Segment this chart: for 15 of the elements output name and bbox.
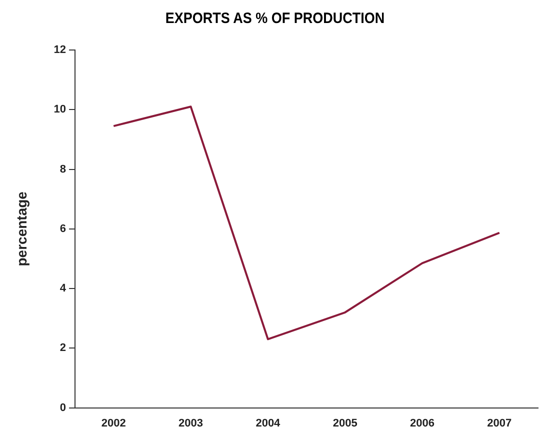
y-tick-label: 8 [60, 163, 66, 176]
y-tick-label: 10 [54, 104, 66, 116]
x-tick-label: 2004 [256, 417, 282, 430]
y-tick-label: 6 [60, 222, 66, 235]
y-tick-label: 12 [54, 44, 66, 56]
x-tick-label: 2007 [487, 417, 512, 430]
y-axis-title: percentage [13, 191, 30, 266]
y-tick-label: 2 [60, 342, 66, 354]
y-tick-label: 4 [60, 282, 67, 295]
x-tick-label: 2003 [178, 417, 204, 430]
x-tick-label: 2002 [101, 417, 126, 430]
x-tick-label: 2006 [410, 417, 434, 430]
y-tick-label: 0 [60, 402, 66, 414]
chart-title: EXPORTS AS % OF PRODUCTION [164, 10, 386, 27]
x-tick-label: 2005 [332, 417, 358, 430]
